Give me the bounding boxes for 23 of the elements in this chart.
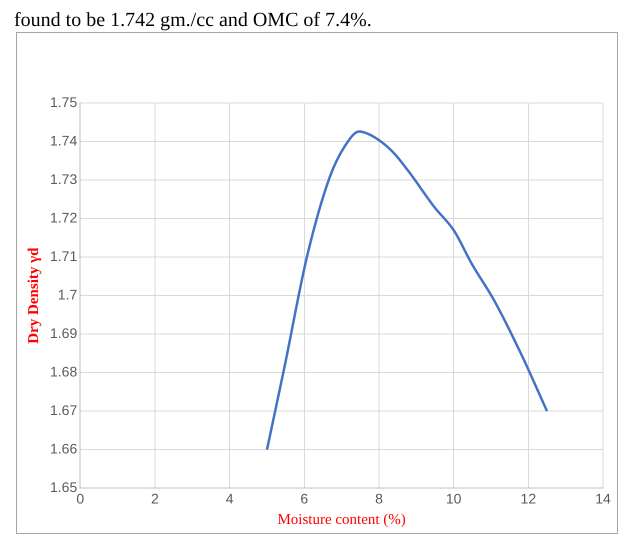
x-tick-label: 4 [226,490,234,506]
y-tick-label: 1.68 [50,364,78,380]
y-tick-label: 1.75 [50,94,78,110]
x-tick-label: 14 [595,490,611,506]
y-tick-label: 1.7 [58,286,78,302]
x-tick-label: 0 [76,490,84,506]
x-tick-label: 10 [446,490,462,506]
y-tick-label: 1.69 [50,324,78,341]
y-tick-label: 1.71 [50,248,78,264]
y-axis-title: Dry Density γd [26,246,42,344]
y-tick-label: 1.65 [50,479,78,496]
line-series [266,130,548,451]
y-tick-label: 1.67 [50,402,78,418]
x-tick-label: 8 [375,490,384,506]
y-tick-label: 1.66 [50,440,78,457]
y-tick-label: 1.74 [50,132,78,148]
x-tick-label: 12 [520,490,536,506]
y-tick-label: 1.72 [50,209,78,226]
x-axis-title: Moisture content (%) [277,512,406,528]
text: found to be 1.742 gm./cc and OMC of 7.4%. [14,8,373,32]
y-tick-label: 1.73 [50,170,78,187]
x-tick-label: 2 [151,490,160,506]
x-tick-label: 6 [300,490,308,506]
